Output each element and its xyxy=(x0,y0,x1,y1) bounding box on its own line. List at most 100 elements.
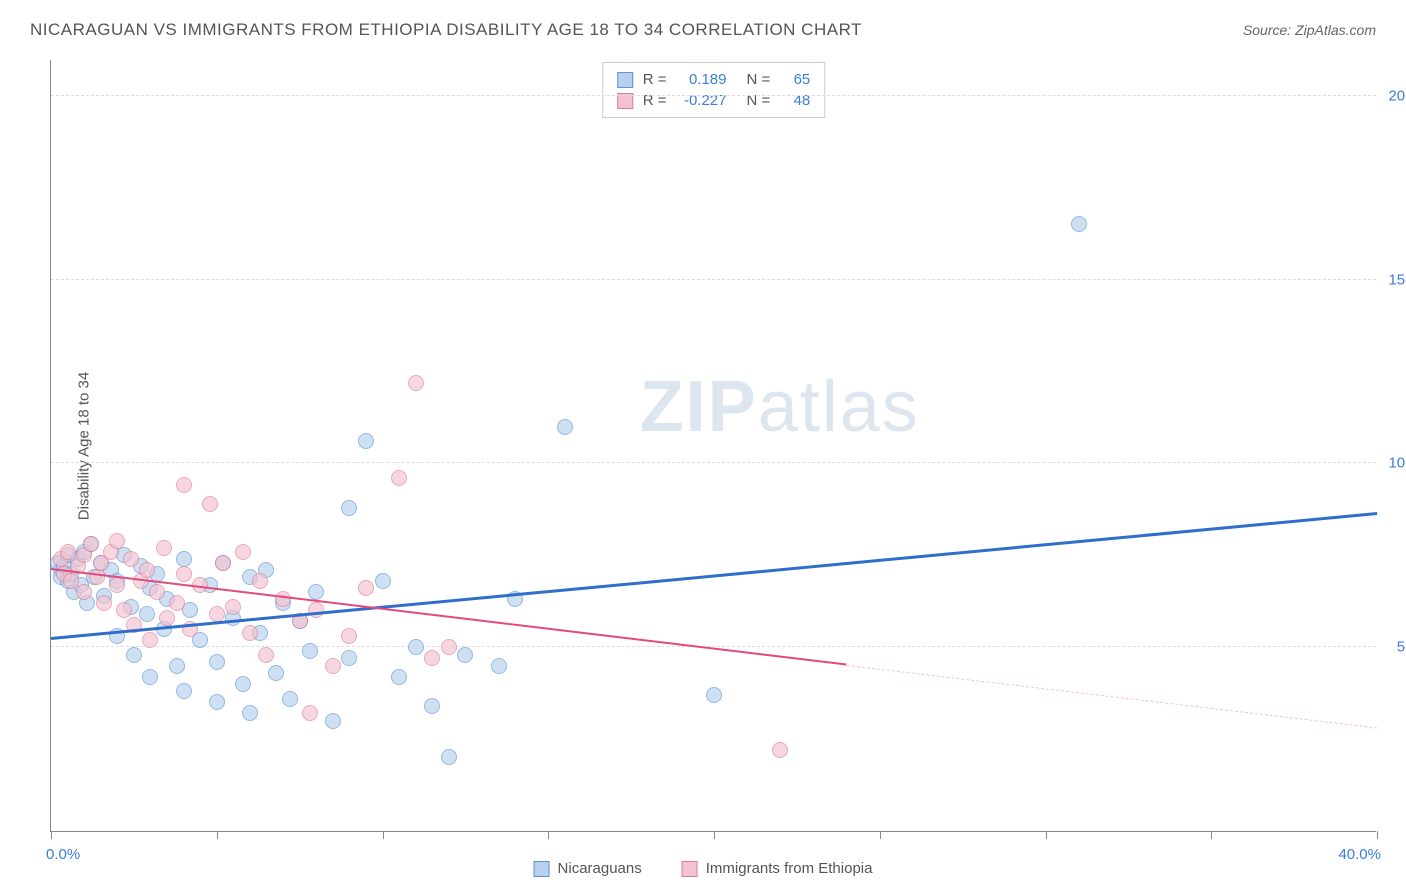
scatter-point xyxy=(215,555,231,571)
n-value: 65 xyxy=(780,71,810,88)
scatter-point xyxy=(242,625,258,641)
scatter-point xyxy=(391,470,407,486)
scatter-point xyxy=(149,584,165,600)
scatter-point xyxy=(225,599,241,615)
scatter-point xyxy=(242,705,258,721)
scatter-point xyxy=(275,591,291,607)
scatter-point xyxy=(341,500,357,516)
scatter-point xyxy=(209,654,225,670)
watermark-light: atlas xyxy=(758,367,920,447)
scatter-point xyxy=(308,584,324,600)
scatter-point xyxy=(706,687,722,703)
scatter-point xyxy=(159,610,175,626)
legend-item: Immigrants from Ethiopia xyxy=(682,860,873,877)
scatter-point xyxy=(123,551,139,567)
scatter-point xyxy=(139,606,155,622)
y-tick-label: 20.0% xyxy=(1381,87,1406,104)
x-tick xyxy=(383,831,384,839)
scatter-point xyxy=(772,742,788,758)
legend-item: Nicaraguans xyxy=(534,860,642,877)
scatter-point xyxy=(109,577,125,593)
x-min-label: 0.0% xyxy=(46,846,80,863)
scatter-point xyxy=(441,639,457,655)
scatter-point xyxy=(325,658,341,674)
y-tick-label: 5.0% xyxy=(1381,639,1406,656)
stats-legend-row: R =0.189N =65 xyxy=(617,69,811,90)
scatter-point xyxy=(1071,216,1087,232)
y-tick-label: 10.0% xyxy=(1381,455,1406,472)
chart-plot-area: ZIPatlas R =0.189N =65R =-0.227N =48 5.0… xyxy=(50,60,1376,832)
scatter-point xyxy=(116,602,132,618)
x-tick xyxy=(51,831,52,839)
scatter-point xyxy=(408,375,424,391)
legend-label: Nicaraguans xyxy=(558,860,642,877)
scatter-point xyxy=(63,573,79,589)
scatter-point xyxy=(176,551,192,567)
scatter-point xyxy=(139,562,155,578)
scatter-point xyxy=(358,433,374,449)
scatter-point xyxy=(83,536,99,552)
r-label: R = xyxy=(643,71,667,88)
scatter-point xyxy=(302,643,318,659)
scatter-point xyxy=(209,694,225,710)
scatter-point xyxy=(60,544,76,560)
legend-swatch xyxy=(617,72,633,88)
x-tick xyxy=(1046,831,1047,839)
x-tick xyxy=(1211,831,1212,839)
scatter-point xyxy=(142,669,158,685)
gridline xyxy=(51,95,1376,96)
scatter-point xyxy=(109,533,125,549)
scatter-point xyxy=(252,573,268,589)
scatter-point xyxy=(341,650,357,666)
scatter-point xyxy=(235,544,251,560)
x-max-label: 40.0% xyxy=(1338,846,1381,863)
scatter-point xyxy=(325,713,341,729)
scatter-point xyxy=(169,595,185,611)
source-value: ZipAtlas.com xyxy=(1295,22,1376,38)
gridline xyxy=(51,462,1376,463)
stats-legend: R =0.189N =65R =-0.227N =48 xyxy=(602,62,826,118)
y-tick-label: 15.0% xyxy=(1381,271,1406,288)
trend-line xyxy=(847,665,1378,728)
scatter-point xyxy=(375,573,391,589)
scatter-point xyxy=(258,647,274,663)
scatter-point xyxy=(209,606,225,622)
scatter-point xyxy=(557,419,573,435)
scatter-point xyxy=(282,691,298,707)
n-label: N = xyxy=(747,71,771,88)
scatter-point xyxy=(235,676,251,692)
chart-title: NICARAGUAN VS IMMIGRANTS FROM ETHIOPIA D… xyxy=(30,20,862,40)
x-tick xyxy=(217,831,218,839)
x-tick xyxy=(548,831,549,839)
x-tick xyxy=(880,831,881,839)
scatter-point xyxy=(268,665,284,681)
scatter-point xyxy=(302,705,318,721)
scatter-point xyxy=(424,698,440,714)
scatter-point xyxy=(76,584,92,600)
source-label: Source: xyxy=(1243,22,1291,38)
x-tick xyxy=(1377,831,1378,839)
scatter-point xyxy=(391,669,407,685)
scatter-point xyxy=(89,569,105,585)
scatter-point xyxy=(169,658,185,674)
scatter-point xyxy=(96,595,112,611)
series-legend: Nicaraguans Immigrants from Ethiopia xyxy=(534,860,873,877)
scatter-point xyxy=(358,580,374,596)
watermark-bold: ZIP xyxy=(640,367,758,447)
legend-swatch xyxy=(534,861,550,877)
scatter-point xyxy=(491,658,507,674)
scatter-point xyxy=(457,647,473,663)
scatter-point xyxy=(176,477,192,493)
scatter-point xyxy=(142,632,158,648)
source-attribution: Source: ZipAtlas.com xyxy=(1243,22,1376,38)
scatter-point xyxy=(176,566,192,582)
x-tick xyxy=(714,831,715,839)
scatter-point xyxy=(424,650,440,666)
scatter-point xyxy=(441,749,457,765)
legend-label: Immigrants from Ethiopia xyxy=(706,860,873,877)
scatter-point xyxy=(126,647,142,663)
gridline xyxy=(51,279,1376,280)
chart-header: NICARAGUAN VS IMMIGRANTS FROM ETHIOPIA D… xyxy=(0,0,1406,50)
legend-swatch xyxy=(682,861,698,877)
scatter-point xyxy=(156,540,172,556)
